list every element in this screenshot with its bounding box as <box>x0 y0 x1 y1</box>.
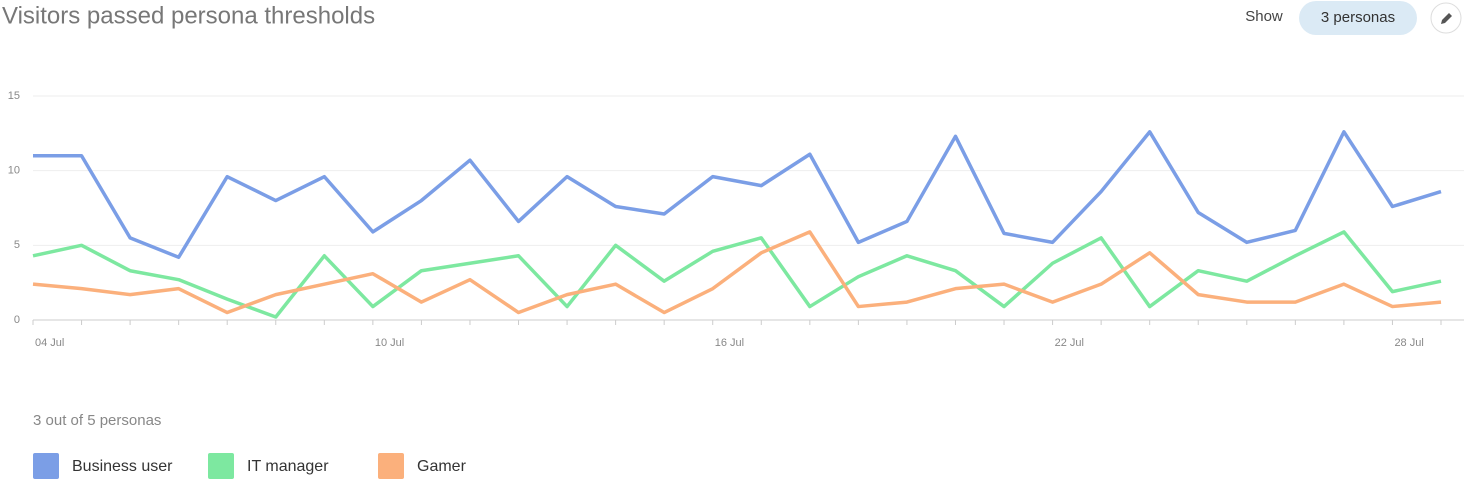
legend-label: Gamer <box>417 458 467 475</box>
legend-label: Business user <box>72 458 173 475</box>
y-tick-label: 0 <box>14 314 20 326</box>
series-line <box>33 130 1442 260</box>
show-label: Show <box>1245 8 1283 25</box>
x-tick-label: 04 Jul <box>35 337 64 349</box>
persona-button[interactable] <box>1299 1 1417 35</box>
series-line <box>32 230 1442 315</box>
legend-swatch <box>33 453 59 479</box>
y-tick-label: 10 <box>8 165 20 177</box>
x-tick-label: 28 Jul <box>1394 337 1423 349</box>
x-tick-label: 16 Jul <box>715 337 744 349</box>
y-tick-label: 15 <box>8 90 20 102</box>
x-tick-label: 22 Jul <box>1055 337 1084 349</box>
legend-swatch <box>208 453 234 479</box>
series-line <box>32 230 1442 319</box>
x-tick-label: 10 Jul <box>375 337 404 349</box>
chart-title: Visitors passed persona thresholds <box>2 2 375 29</box>
persona-button-label[interactable]: 3 personas <box>1321 9 1395 26</box>
legend-label: IT manager <box>247 458 329 475</box>
y-tick-label: 5 <box>14 239 20 251</box>
edit-icon <box>1441 13 1452 24</box>
legend-caption: 3 out of 5 personas <box>33 412 161 429</box>
legend-swatch <box>378 453 404 479</box>
